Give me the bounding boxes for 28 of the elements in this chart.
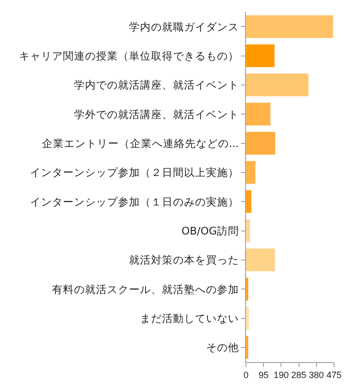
y-tick-label: 有料の就活スクール、就活塾への参加 (52, 282, 239, 296)
x-tick-label: 95 (258, 370, 269, 380)
bar (246, 74, 308, 96)
y-tick-label: 就活対策の本を買った (128, 254, 239, 267)
bar (246, 15, 334, 38)
x-tick-label: 475 (326, 370, 342, 380)
x-tick-label: 190 (274, 370, 289, 380)
y-tick-label: インターンシップ参加（１日のみの実施） (30, 195, 239, 208)
bar (246, 219, 250, 242)
x-tick-label: 285 (291, 370, 306, 380)
y-tick-label: まだ活動していない (140, 312, 239, 325)
x-tick-label: 0 (243, 370, 249, 380)
bar (246, 44, 275, 68)
y-tick-label: 学内での就活講座、就活イベント (74, 78, 239, 92)
x-tick-label: 380 (308, 370, 324, 380)
bar (246, 102, 270, 126)
bar (246, 190, 252, 213)
bar (246, 248, 275, 272)
y-tick-label: 学外での就活講座、就活イベント (74, 108, 239, 121)
bar (246, 161, 256, 184)
bar (246, 132, 276, 155)
bar (246, 306, 249, 330)
y-tick-label: 企業エントリー（企業へ連絡先などの... (42, 136, 239, 150)
y-tick-label: その他 (206, 342, 239, 354)
y-tick-label: キャリア関連の授業（単位取得できるもの） (18, 49, 239, 62)
y-tick-label: 学内の就職ガイダンス (128, 20, 239, 34)
y-tick-label: インターンシップ参加（２日間以上実施） (30, 166, 239, 180)
y-tick-label: OB/OG訪問 (181, 224, 239, 238)
